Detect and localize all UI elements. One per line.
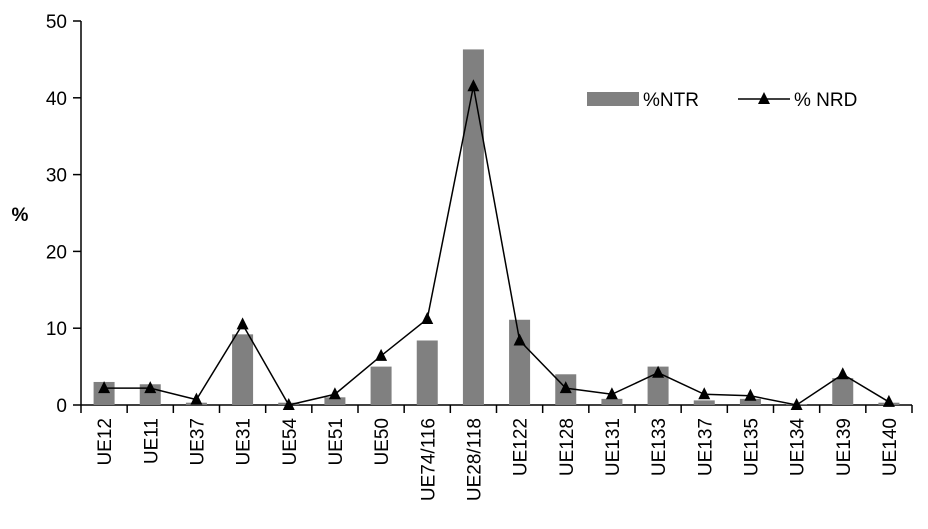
bar-ntr [509,319,531,405]
x-tick-label: UE74/116 [418,418,439,501]
point-nrd [190,392,203,405]
bar-ntr [739,398,761,405]
x-tick-label: UE135 [741,418,762,476]
x-tick-label: UE137 [695,418,716,476]
point-nrd [144,381,157,394]
bar-ntr [324,397,346,405]
y-tick-label: 30 [46,166,67,187]
y-tick-label: 40 [46,89,67,110]
x-tick-label: UE37 [187,418,208,466]
labels: 0 10 20 30 40 50% UE12 UE11 UE37 UE31 UE54 UE51 UE50… [12,12,901,501]
point-nrd [836,367,849,380]
bar-ntr [693,400,715,405]
point-nrd [790,398,803,410]
point-nrd [882,394,895,407]
bar-ntr [416,340,438,405]
x-tick-label: UE11 [141,418,162,464]
x-tick-label: UE31 [234,418,255,466]
legend-label-ntr: %NTR [643,90,699,111]
x-tick-label: UE122 [511,418,532,476]
legend-label-nrd: % NRD [794,90,857,111]
y-axis-label: % [12,205,29,226]
x-tick-label: UE50 [372,418,393,466]
point-nrd [559,381,572,394]
point-nrd [605,387,618,400]
point-nrd [513,333,526,346]
legend-swatch-ntr [587,92,639,106]
legend: %NTR % NRD [587,90,857,111]
bar-ntr [601,398,623,405]
bar-ntr [232,334,254,405]
point-nrd [652,365,665,378]
axes [73,20,913,413]
bar-ntr [832,378,854,405]
x-tick-label: UE133 [649,418,670,476]
point-nrd [744,388,757,401]
x-tick-label: UE51 [326,418,347,466]
x-tick-label: UE134 [788,418,809,477]
x-tick-label: UE28/118 [464,418,485,501]
point-nrd [698,387,711,400]
x-tick-label: UE131 [603,418,624,476]
x-tick-label: UE12 [95,418,116,466]
line-series [98,79,895,410]
x-tick-label: UE128 [557,418,578,476]
y-tick-label: 50 [46,12,67,33]
point-nrd [282,398,295,410]
bar-ntr [370,366,392,405]
y-tick-label: 0 [56,396,67,417]
point-nrd [98,381,111,394]
point-nrd [328,387,341,400]
point-nrd [467,79,480,92]
y-tick-label: 10 [46,319,67,340]
point-nrd [375,348,388,361]
x-tick-label: UE54 [280,418,301,466]
y-tick-label: 20 [46,242,67,263]
bars [93,49,900,405]
line-nrd [104,86,890,406]
point-nrd [421,311,434,324]
x-tick-label: UE139 [834,418,855,476]
bar-ntr [647,366,669,405]
x-tick-label: UE140 [880,418,901,476]
bar-ntr [462,49,484,405]
point-nrd [236,317,249,330]
legend-marker-nrd [758,92,770,104]
